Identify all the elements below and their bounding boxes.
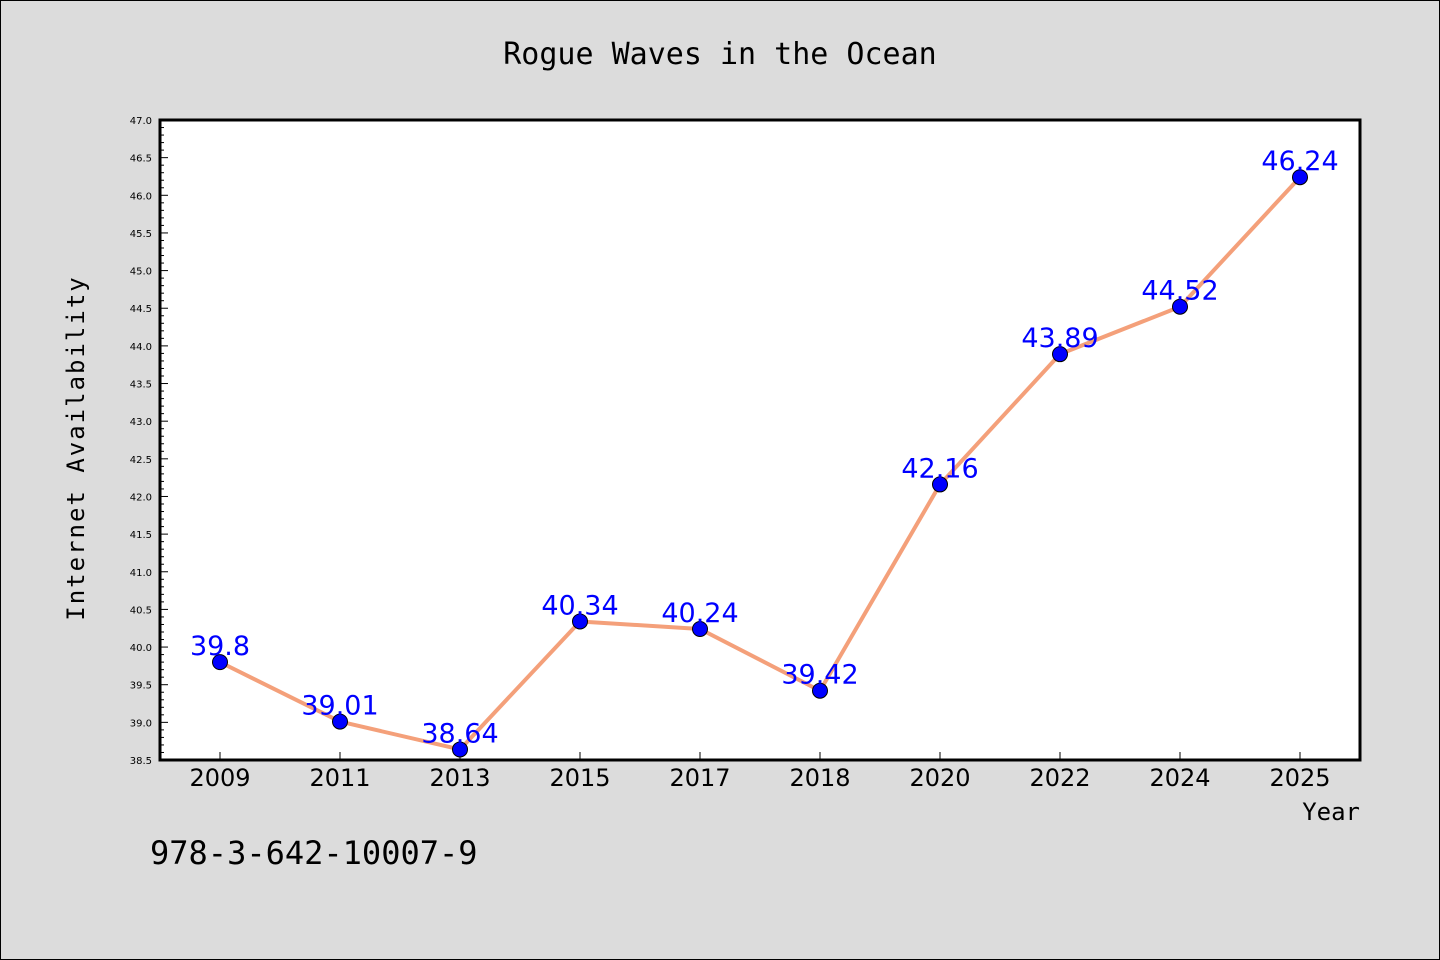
y-tick-label: 39.0: [130, 718, 152, 729]
x-tick-label: 2013: [429, 764, 490, 792]
y-tick-label: 46.0: [130, 191, 152, 202]
data-label: 40.34: [541, 590, 618, 621]
x-tick-label: 2020: [909, 764, 970, 792]
data-label: 39.01: [301, 691, 378, 722]
data-point-2024: [1172, 298, 1188, 315]
y-tick-label: 41.5: [130, 530, 152, 541]
data-point-2009: [212, 654, 228, 671]
data-label: 39.8: [190, 631, 250, 662]
data-label: 44.52: [1141, 276, 1218, 307]
y-tick-label: 45.0: [130, 267, 152, 278]
y-tick-label: 43.5: [130, 380, 152, 391]
y-tick-label: 44.0: [130, 342, 152, 353]
y-tick-label: 38.5: [130, 756, 152, 767]
series-layer: [212, 169, 1308, 758]
data-point-2017: [692, 620, 708, 637]
data-label: 46.24: [1261, 146, 1338, 177]
y-tick-label: 42.5: [130, 455, 152, 466]
data-point-2013: [452, 741, 468, 758]
x-tick-label: 2024: [1149, 764, 1210, 792]
data-label: 38.64: [421, 718, 498, 749]
y-tick-label: 39.5: [130, 681, 152, 692]
y-tick-label: 40.0: [130, 643, 152, 654]
data-point-2022: [1052, 346, 1068, 363]
data-point-2020: [932, 476, 948, 493]
data-point-2015: [572, 613, 588, 630]
data-point-2011: [332, 713, 348, 730]
y-tick-label: 47.0: [130, 116, 152, 127]
y-axis-title: Internet Availability: [62, 275, 90, 620]
x-tick-label: 2015: [549, 764, 610, 792]
data-label: 40.24: [661, 598, 738, 629]
data-label: 39.42: [781, 660, 858, 691]
y-tick-label: 41.0: [130, 568, 152, 579]
x-axis: 2009 2011 2013 2015 2017 2018 2020 2022 2024 2025: [189, 752, 1331, 792]
x-tick-label: 2025: [1269, 764, 1330, 792]
chart-title: Rogue Waves in the Ocean: [503, 37, 936, 72]
isbn-footer: 978-3-642-10007-9: [150, 834, 478, 872]
x-tick-label: 2011: [309, 764, 370, 792]
data-point-2025: [1292, 169, 1308, 186]
y-tick-label: 44.5: [130, 304, 152, 315]
data-label: 42.16: [901, 453, 978, 484]
series-line: [219, 175, 1302, 752]
y-tick-label: 42.0: [130, 492, 152, 503]
plot-area: [158, 118, 1362, 762]
y-tick-label: 40.5: [130, 605, 152, 616]
x-tick-label: 2018: [789, 764, 850, 792]
x-tick-label: 2022: [1029, 764, 1090, 792]
x-axis-title: Year: [1302, 798, 1360, 826]
y-tick-label: 46.5: [130, 154, 152, 165]
x-tick-label: 2009: [189, 764, 250, 792]
data-point-2018: [812, 682, 828, 699]
data-label: 43.89: [1021, 323, 1098, 354]
y-tick-label: 45.5: [130, 229, 152, 240]
data-label-layer: 39.8 39.01 38.64 40.34 40.24 39.42 42.16 43.89 4…: [190, 146, 1339, 749]
y-axis: 38.5 39.0 39.5 40.0 40.5 41.0 41.5 42.0 42.5 43.0…: [130, 116, 168, 767]
y-tick-label: 43.0: [130, 417, 152, 428]
x-tick-label: 2017: [669, 764, 730, 792]
